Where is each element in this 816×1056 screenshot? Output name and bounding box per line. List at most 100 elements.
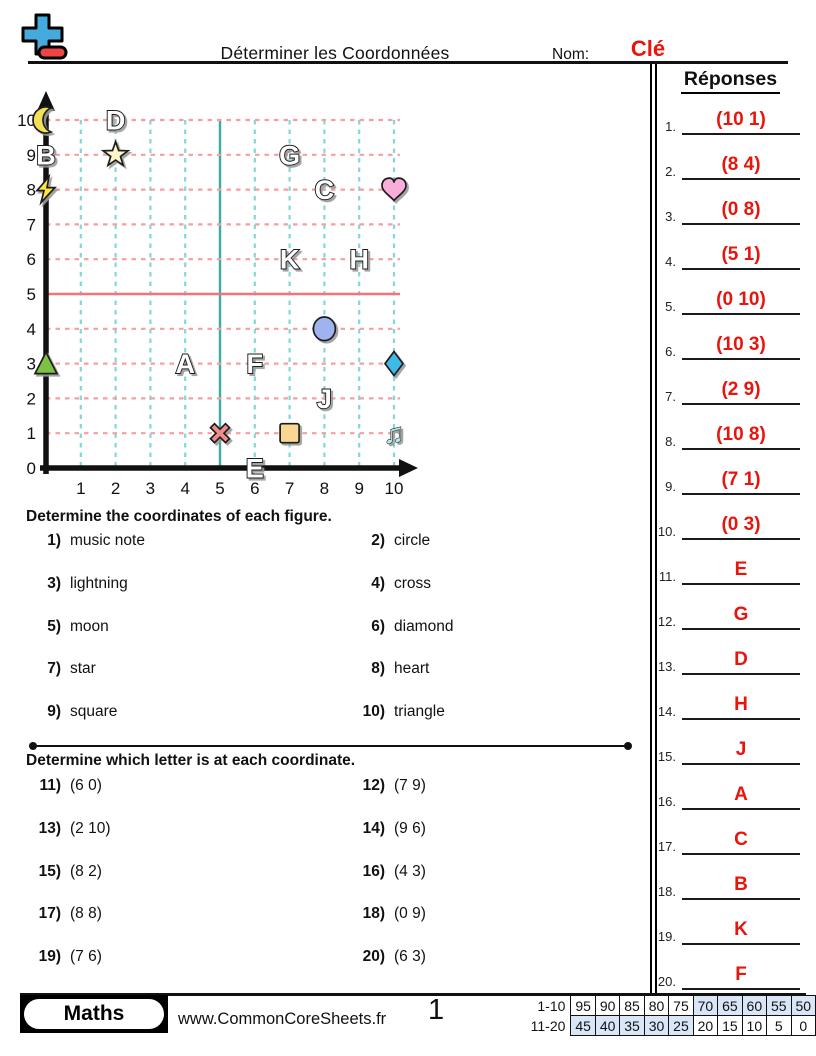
answer-number: 1.	[665, 119, 676, 134]
answer-number: 20.	[657, 974, 676, 989]
answer-number: 3.	[665, 209, 676, 224]
grade-cell: 20	[692, 1015, 719, 1036]
grade-cell: 5	[766, 1015, 792, 1036]
x-tick-label: 10	[385, 479, 404, 498]
answer-key-label: Clé	[630, 36, 666, 61]
y-tick-label: 7	[27, 215, 36, 234]
letter-J: J	[317, 384, 332, 414]
note-figure: ♫	[383, 418, 405, 450]
question-number: 11)	[39, 777, 61, 795]
grading-table: 1-10 95 90 85 80 75 70 65 60 55 50 11-20 45 40 35 30 25 2…	[524, 995, 816, 1036]
triangle-figure	[33, 350, 59, 375]
answer-blank-line	[682, 853, 800, 855]
name-label: Nom:	[552, 46, 590, 63]
grade-cell: 80	[643, 995, 670, 1016]
answers-title-wrap: Réponses	[655, 68, 806, 94]
answer-value: (0 3)	[721, 514, 761, 535]
answer-number: 13.	[657, 659, 676, 674]
diamond-figure	[383, 350, 405, 378]
letter-D: D	[106, 106, 126, 136]
grade-cell: 65	[717, 995, 743, 1016]
answer-blank-line	[682, 808, 800, 810]
question-text: cross	[394, 575, 432, 593]
answer-blank-line	[682, 673, 800, 675]
answers-divider-line-inner	[655, 64, 657, 993]
answer-number: 11.	[658, 569, 676, 584]
y-tick-label: 10	[17, 111, 36, 130]
question-number: 18)	[362, 905, 385, 923]
question-number: 7)	[47, 660, 61, 678]
question-text: (9 6)	[394, 820, 426, 838]
question-number: 4)	[371, 575, 385, 593]
section-2-heading: Determine which letter is at each coordi…	[26, 752, 356, 769]
questions-1-10: 1) music note 2) circle 3) lightning 4) cross 5)…	[26, 520, 630, 733]
square-figure	[279, 422, 300, 444]
letter-K: K	[280, 245, 300, 275]
grade-cell: 25	[668, 1015, 694, 1036]
question-number: 8)	[371, 660, 385, 678]
lightning-figure	[35, 173, 57, 206]
question-text: (0 9)	[394, 905, 426, 923]
letter-A: A	[175, 349, 195, 379]
y-tick-label: 1	[27, 424, 36, 443]
answer-value: B	[734, 874, 748, 895]
answer-number: 9.	[665, 479, 676, 494]
question-text: (7 6)	[70, 948, 102, 966]
answer-number: 5.	[665, 299, 676, 314]
question-text: star	[70, 660, 96, 678]
y-tick-label: 2	[27, 389, 36, 408]
grade-cell: 0	[790, 1015, 816, 1036]
x-tick-label: 3	[146, 479, 155, 498]
answer-number: 18.	[657, 884, 676, 899]
answer-blank-line	[682, 763, 800, 765]
question-number: 1)	[47, 532, 61, 550]
question-text: (8 8)	[70, 905, 102, 923]
x-tick-label: 5	[215, 479, 224, 498]
answer-number: 15.	[657, 749, 676, 764]
question-text: triangle	[394, 703, 445, 721]
answer-blank-line	[682, 313, 800, 315]
question-number: 19)	[38, 948, 61, 966]
y-tick-label: 0	[27, 459, 36, 478]
answer-value: (7 1)	[721, 469, 761, 490]
question-text: square	[70, 703, 118, 721]
brand-badge: Maths	[20, 995, 168, 1033]
x-tick-label: 2	[111, 479, 120, 498]
question-text: (6 3)	[394, 948, 426, 966]
answer-value: A	[734, 784, 748, 805]
y-tick-label: 6	[27, 250, 36, 269]
answer-value: J	[735, 739, 747, 760]
header-rule	[28, 61, 788, 64]
heart-figure	[381, 177, 407, 203]
answer-number: 16.	[657, 794, 676, 809]
divider-left-dot	[29, 742, 37, 750]
answer-blank-line	[682, 538, 800, 540]
answer-number: 7.	[665, 389, 676, 404]
y-tick-label: 5	[27, 285, 36, 304]
question-text: circle	[394, 532, 431, 550]
answer-number: 2.	[665, 164, 676, 179]
brand-label: Maths	[24, 999, 164, 1029]
y-tick-label: 8	[27, 181, 36, 200]
question-text: moon	[70, 617, 109, 635]
grade-row-label: 1-10	[537, 997, 566, 1014]
grade-cell: 70	[692, 995, 719, 1016]
page-number: 1	[428, 994, 445, 1026]
question-number: 5)	[47, 617, 61, 635]
letter-C: C	[315, 175, 335, 205]
question-number: 10)	[362, 703, 385, 721]
answers-title: Réponses	[680, 68, 781, 94]
answer-blank-line	[682, 223, 800, 225]
answer-blank-line	[682, 268, 800, 270]
grade-cell: 15	[717, 1015, 743, 1036]
answer-number: 14.	[657, 704, 676, 719]
circle-figure	[312, 316, 337, 342]
question-number: 16)	[362, 862, 385, 880]
answer-value: H	[734, 694, 748, 715]
y-tick-label: 3	[27, 355, 36, 374]
letter-B: B	[36, 140, 56, 170]
answer-blank-line	[682, 583, 800, 585]
answer-value: E	[734, 559, 748, 580]
letter-H: H	[349, 245, 369, 275]
